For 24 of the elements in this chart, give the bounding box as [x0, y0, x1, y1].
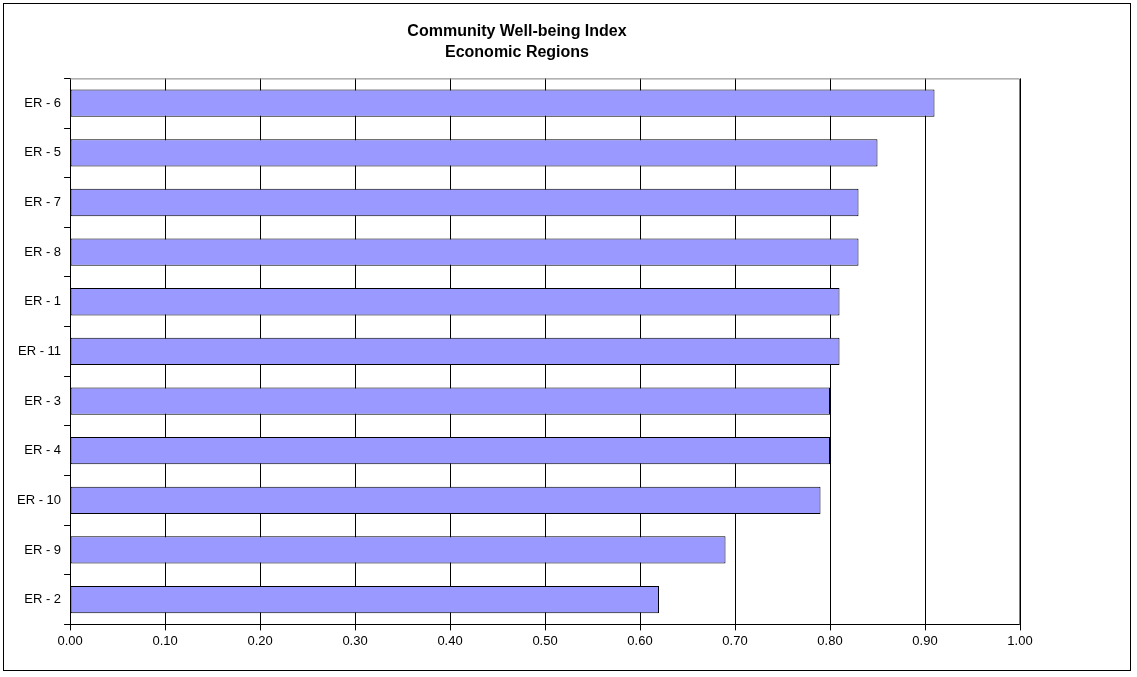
x-tick-label: 0.00 — [57, 632, 83, 648]
chart-subtitle: Economic Regions — [444, 43, 590, 61]
x-tick-label: 0.70 — [722, 632, 748, 648]
y-tick-label: ER - 2 — [24, 591, 62, 607]
x-tick-label: 0.40 — [437, 632, 463, 648]
y-tick-label: ER - 7 — [24, 194, 62, 210]
y-tick-label: ER - 8 — [24, 243, 62, 259]
x-tick-label: 0.10 — [152, 632, 178, 648]
y-tick-label: ER - 9 — [24, 541, 62, 557]
x-tick-label: 0.80 — [817, 632, 843, 648]
y-tick-label: ER - 10 — [16, 491, 62, 507]
y-tick-label: ER - 1 — [24, 293, 62, 309]
chart-title: Community Well-being Index — [407, 22, 627, 40]
x-tick-label: 0.60 — [627, 632, 653, 648]
x-tick-label: 0.30 — [342, 632, 368, 648]
x-tick-label: 0.20 — [247, 632, 273, 648]
y-tick-label: ER - 4 — [24, 442, 62, 458]
x-tick-label: 0.50 — [532, 632, 558, 648]
y-tick-label: ER - 3 — [24, 392, 62, 408]
y-tick-label: ER - 6 — [24, 94, 62, 110]
y-tick-label: ER - 11 — [17, 342, 62, 358]
x-tick-label: 0.90 — [912, 632, 938, 648]
y-tick-label: ER - 5 — [24, 144, 62, 160]
x-tick-label: 1.00 — [1007, 632, 1033, 648]
